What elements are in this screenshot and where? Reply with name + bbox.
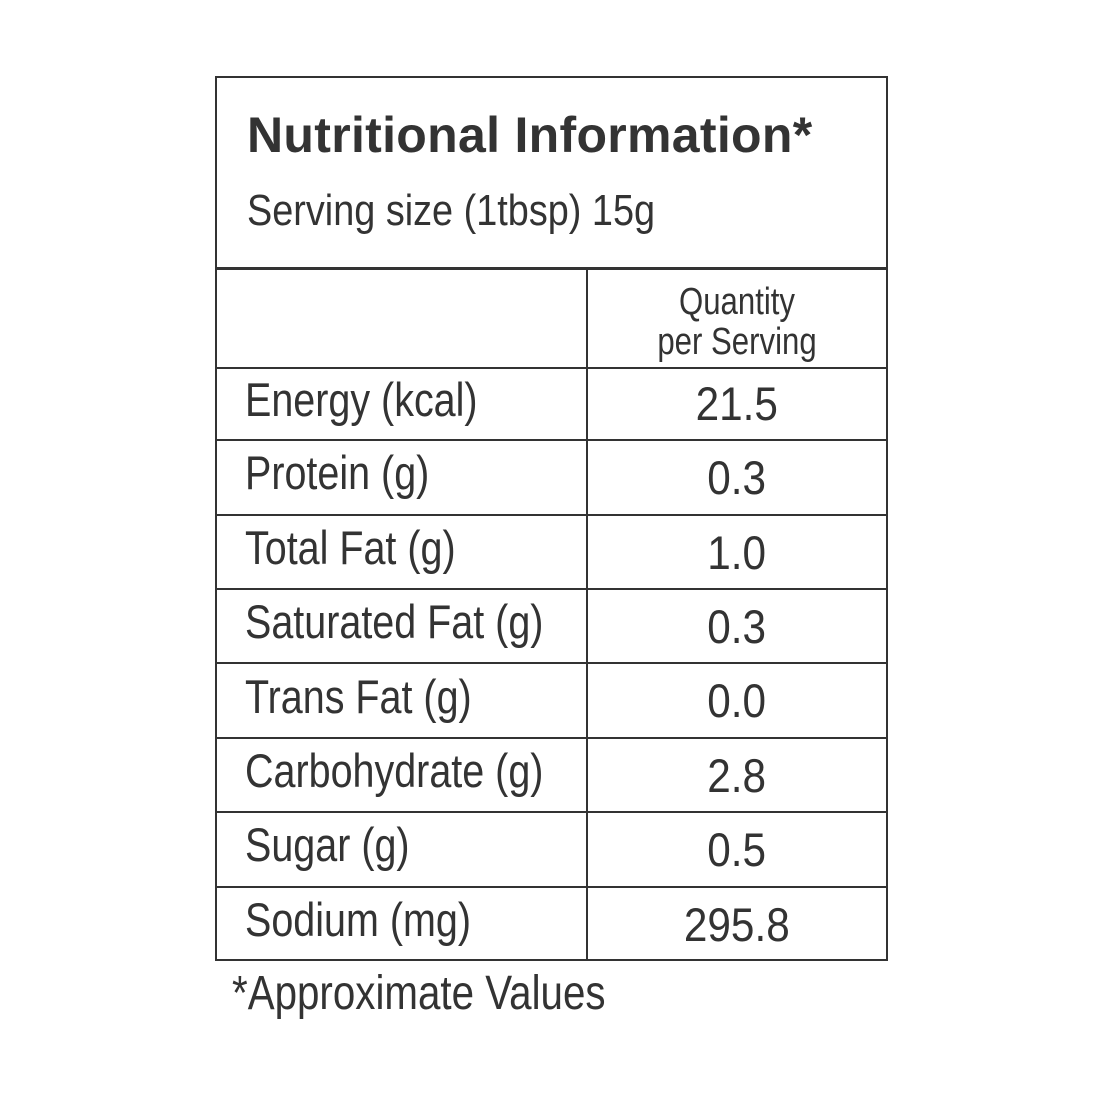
nutrient-value-trans-fat: 0.0 <box>707 674 767 727</box>
quantity-column-header: Quantity per Serving <box>588 274 886 368</box>
nutrient-label-protein: Protein (g) <box>245 446 430 499</box>
row-divider <box>217 439 886 441</box>
nutrient-label-saturated-fat: Saturated Fat (g) <box>245 595 544 648</box>
panel-title: Nutritional Information* <box>247 107 813 163</box>
row-divider <box>217 811 886 813</box>
nutrient-label-carbohydrate: Carbohydrate (g) <box>245 744 544 797</box>
nutrient-value-sugar: 0.5 <box>707 823 767 876</box>
nutrient-label-total-fat: Total Fat (g) <box>245 521 456 574</box>
panel-header: Nutritional Information* Serving size (1… <box>217 78 886 270</box>
row-divider <box>217 588 886 590</box>
nutrition-panel: Nutritional Information* Serving size (1… <box>215 76 888 961</box>
column-divider <box>586 270 588 959</box>
row-divider <box>217 514 886 516</box>
nutrient-value-energy: 21.5 <box>695 377 779 430</box>
row-divider <box>217 367 886 369</box>
nutrient-value-carbohydrate: 2.8 <box>707 749 767 802</box>
row-divider <box>217 662 886 664</box>
nutrient-label-trans-fat: Trans Fat (g) <box>245 670 472 723</box>
nutrient-value-saturated-fat: 0.3 <box>707 600 767 653</box>
footnote: *Approximate Values <box>232 967 606 1020</box>
nutrient-value-protein: 0.3 <box>707 451 767 504</box>
column-header-line1: Quantity <box>678 281 796 323</box>
column-header-line2: per Serving <box>657 321 817 363</box>
row-divider <box>217 886 886 888</box>
nutrient-value-total-fat: 1.0 <box>707 526 767 579</box>
nutrient-label-sodium: Sodium (mg) <box>245 893 471 946</box>
serving-size: Serving size (1tbsp) 15g <box>247 186 656 235</box>
nutrient-label-energy: Energy (kcal) <box>245 373 478 426</box>
nutrient-value-sodium: 295.8 <box>684 898 790 951</box>
nutrient-label-sugar: Sugar (g) <box>245 818 410 871</box>
row-divider <box>217 737 886 739</box>
